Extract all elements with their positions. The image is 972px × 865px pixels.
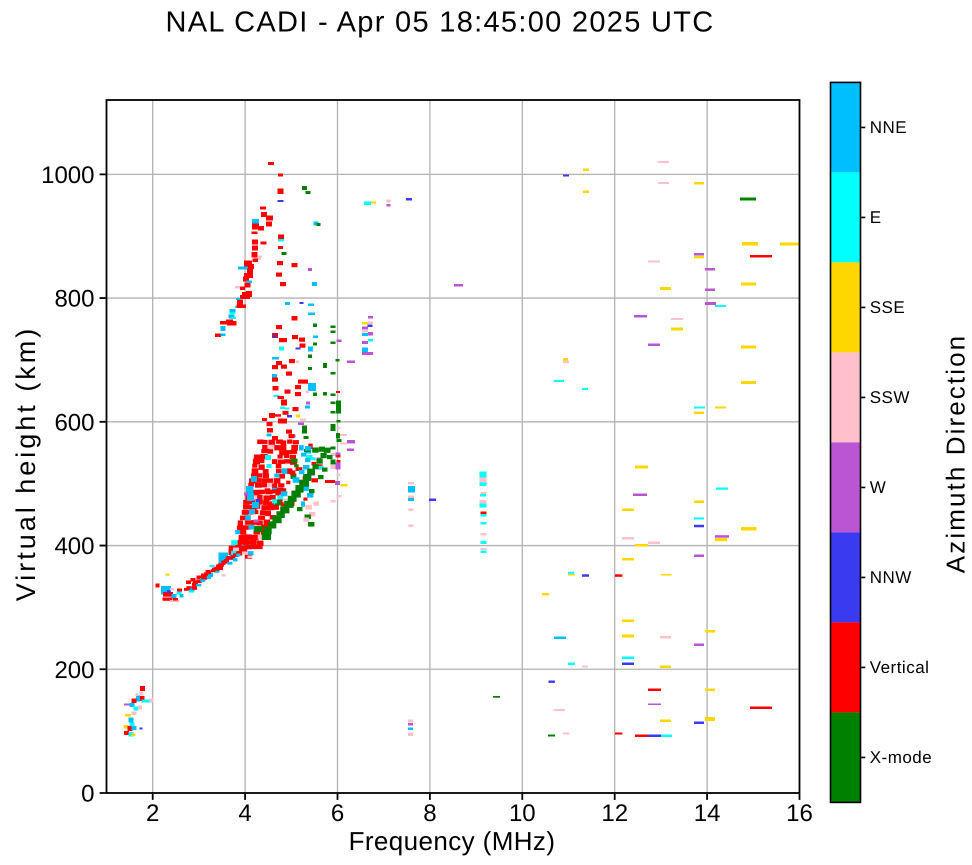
svg-text:0: 0 [81, 781, 94, 808]
svg-text:W: W [870, 478, 887, 497]
svg-text:Azimuth Direction: Azimuth Direction [941, 334, 971, 573]
svg-text:600: 600 [54, 409, 94, 436]
svg-text:NNW: NNW [870, 568, 912, 587]
svg-text:Virtual height (km): Virtual height (km) [11, 326, 41, 602]
svg-text:400: 400 [54, 533, 94, 560]
svg-text:Vertical: Vertical [870, 658, 930, 677]
svg-text:12: 12 [601, 800, 628, 827]
svg-text:16: 16 [786, 800, 813, 827]
svg-text:2: 2 [146, 800, 159, 827]
svg-text:SSW: SSW [870, 388, 910, 407]
svg-text:X-mode: X-mode [870, 748, 933, 767]
svg-text:4: 4 [238, 800, 251, 827]
svg-text:14: 14 [694, 800, 721, 827]
svg-text:NAL CADI - Apr 05 18:45:00 202: NAL CADI - Apr 05 18:45:00 2025 UTC [166, 7, 715, 39]
svg-text:6: 6 [331, 800, 344, 827]
svg-text:200: 200 [54, 657, 94, 684]
svg-text:8: 8 [423, 800, 436, 827]
svg-text:10: 10 [509, 800, 536, 827]
svg-text:Frequency (MHz): Frequency (MHz) [349, 826, 556, 856]
svg-text:NNE: NNE [870, 118, 907, 137]
svg-text:E: E [870, 208, 882, 227]
svg-text:1000: 1000 [41, 162, 94, 189]
svg-text:800: 800 [54, 286, 94, 313]
svg-text:SSE: SSE [870, 298, 906, 317]
